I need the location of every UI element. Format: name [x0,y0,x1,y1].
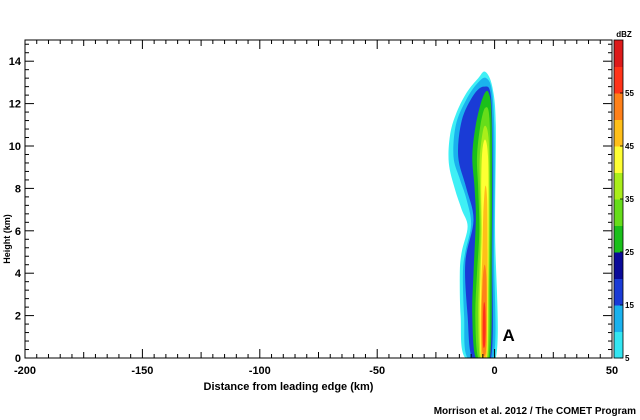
colorbar-segment [614,40,623,67]
annotation-label: A [503,326,515,345]
colorbar-tick-label: 35 [625,195,634,204]
y-tick-label: 6 [15,226,21,238]
colorbar-segment [614,305,623,332]
y-tick-label: 12 [9,99,21,111]
y-tick-label: 14 [9,56,22,68]
annotations: A [503,326,515,345]
colorbar-segment [614,199,623,226]
x-axis-title: Distance from leading edge (km) [204,381,374,393]
x-tick-label: -50 [369,365,385,377]
colorbar-segment [614,93,623,120]
colorbar-segment [614,146,623,173]
colorbar-segment [614,278,623,306]
colorbar-tick-label: 25 [625,248,634,257]
colorbar: 5 15 25 35 45 55 [613,39,634,363]
y-axis-title: Height (km) [2,214,12,264]
colorbar-unit: dBZ [616,30,632,39]
y-tick-label: 2 [15,311,21,323]
colorbar-tick-label: 45 [625,142,634,151]
colorbar-tick-label: 5 [625,354,630,363]
colorbar-tick-label: 55 [625,89,634,98]
x-tick-label: 0 [492,365,498,377]
y-tick-label: 0 [15,353,21,365]
x-tick-label: -200 [14,365,36,377]
contour-group [448,71,498,358]
x-tick-label: -100 [249,365,271,377]
colorbar-segment [614,252,623,279]
colorbar-segment [614,119,623,147]
colorbar-segment [614,331,623,359]
colorbar-tick-label: 15 [625,301,634,310]
colorbar-segment [614,225,623,253]
x-tick-label: -150 [131,365,153,377]
x-tick-label: 50 [606,365,618,377]
contour-50dbz [482,302,486,348]
y-tick-label: 10 [9,141,21,153]
y-tick-label: 4 [15,268,22,280]
y-axis: 0 2 4 6 8 10 12 14 [9,43,612,365]
reflectivity-contours [448,71,498,358]
colorbar-segment [614,66,623,94]
colorbar-segment [614,172,623,200]
y-tick-label: 8 [15,183,21,195]
credit-text: Morrison et al. 2012 / The COMET Program [434,406,636,417]
